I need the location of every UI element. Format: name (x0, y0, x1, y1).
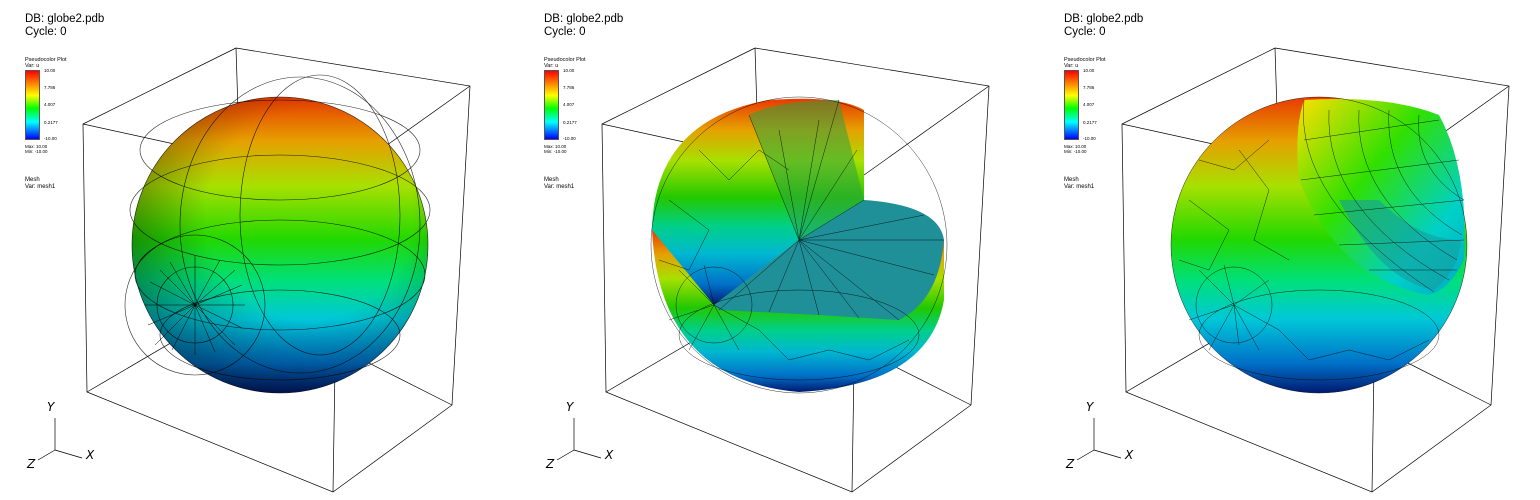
x-axis-label: X (605, 448, 614, 462)
legend-min: Min: -10.00 (25, 149, 48, 154)
tick-label: 10.00 (44, 68, 56, 73)
legend-max: Max: 10.00 (1064, 144, 1087, 149)
y-axis-label: Y (1086, 400, 1094, 414)
mesh-var: Var: mesh1 (25, 184, 56, 190)
z-axis-label: Z (1066, 457, 1075, 471)
legend-var: Var: u (544, 63, 559, 69)
db-name: DB: globe2.pdb (544, 13, 624, 25)
render-window-2[interactable]: DB: globe2.pdb Cycle: 0 Pseudocolor Plot… (519, 0, 1032, 500)
axis-triad (1076, 418, 1122, 461)
clipped-sphere (650, 96, 948, 394)
legend-max: Max: 10.00 (544, 144, 567, 149)
mesh-var: Var: mesh1 (544, 184, 575, 190)
cycle-label: Cycle: 0 (1064, 26, 1106, 38)
mesh-title: Mesh (544, 177, 559, 183)
axis-triad (37, 418, 83, 461)
tick-label: 7.786 (1083, 85, 1095, 90)
legend-min: Min: -10.00 (1064, 149, 1087, 154)
tick-label: 4.007 (563, 102, 575, 107)
legend-title: Pseudocolor Plot (25, 57, 67, 63)
mesh-legend: Mesh Var: mesh1 (544, 177, 574, 191)
tick-label: 10.00 (563, 68, 575, 73)
y-axis-label: Y (47, 400, 55, 414)
tick-label: 7.786 (563, 85, 575, 90)
mesh-title: Mesh (1064, 177, 1079, 183)
db-name: DB: globe2.pdb (25, 13, 105, 25)
db-info: DB: globe2.pdb Cycle: 0 (25, 13, 104, 39)
legend-ticks: 10.00 7.786 4.007 0.2177 -10.00 (557, 68, 597, 141)
db-info: DB: globe2.pdb Cycle: 0 (544, 13, 623, 39)
axis-triad (556, 418, 602, 461)
clipped-sphere-inner (1170, 96, 1468, 394)
pseudocolor-sphere (124, 74, 431, 394)
legend-minmax: Max: 10.00 Min: -10.00 (25, 144, 48, 154)
cycle-label: Cycle: 0 (25, 26, 67, 38)
db-info: DB: globe2.pdb Cycle: 0 (1064, 13, 1143, 39)
tick-label: 4.007 (1083, 102, 1095, 107)
legend-minmax: Max: 10.00 Min: -10.00 (544, 144, 567, 154)
tick-label: 0.2177 (44, 120, 58, 125)
sphere-render-2[interactable] (519, 0, 1032, 500)
legend-max: Max: 10.00 (25, 144, 48, 149)
tick-label: 4.007 (44, 102, 56, 107)
cycle-label: Cycle: 0 (544, 26, 586, 38)
color-bar (544, 70, 559, 140)
tick-label: -10.00 (44, 136, 57, 141)
legend-min: Min: -10.00 (544, 149, 567, 154)
tick-label: 7.786 (44, 85, 56, 90)
mesh-legend: Mesh Var: mesh1 (25, 177, 55, 191)
legend-var: Var: u (1064, 63, 1079, 69)
tick-label: 0.2177 (1083, 120, 1097, 125)
legend-title: Pseudocolor Plot (544, 57, 586, 63)
z-axis-label: Z (27, 457, 36, 471)
tick-label: 10.00 (1083, 68, 1095, 73)
legend-ticks: 10.00 7.786 4.007 0.2177 -10.00 (1077, 68, 1117, 141)
color-bar (25, 70, 40, 140)
tick-label: -10.00 (563, 136, 576, 141)
legend-ticks: 10.00 7.786 4.007 0.2177 -10.00 (38, 68, 78, 141)
legend-var: Var: u (25, 63, 40, 69)
mesh-title: Mesh (25, 177, 40, 183)
tick-label: -10.00 (1083, 136, 1096, 141)
render-window-3[interactable]: DB: globe2.pdb Cycle: 0 Pseudocolor Plot… (1039, 0, 1540, 500)
x-axis-label: X (86, 448, 95, 462)
sphere-render-3[interactable] (1039, 0, 1540, 500)
legend-title: Pseudocolor Plot (1064, 57, 1106, 63)
pseudocolor-legend: Pseudocolor Plot Var: u 10.00 7.786 4.00… (25, 57, 67, 154)
x-axis-label: X (1125, 448, 1134, 462)
mesh-legend: Mesh Var: mesh1 (1064, 177, 1094, 191)
render-window-1[interactable]: DB: globe2.pdb Cycle: 0 Pseudocolor Plot… (0, 0, 513, 500)
color-bar (1064, 70, 1079, 140)
z-axis-label: Z (546, 457, 555, 471)
pseudocolor-legend: Pseudocolor Plot Var: u 10.00 7.786 4.00… (544, 57, 586, 154)
pseudocolor-legend: Pseudocolor Plot Var: u 10.00 7.786 4.00… (1064, 57, 1106, 154)
tick-label: 0.2177 (563, 120, 577, 125)
sphere-render-1[interactable] (0, 0, 513, 500)
db-name: DB: globe2.pdb (1064, 13, 1144, 25)
legend-minmax: Max: 10.00 Min: -10.00 (1064, 144, 1087, 154)
y-axis-label: Y (566, 400, 574, 414)
mesh-var: Var: mesh1 (1064, 184, 1095, 190)
